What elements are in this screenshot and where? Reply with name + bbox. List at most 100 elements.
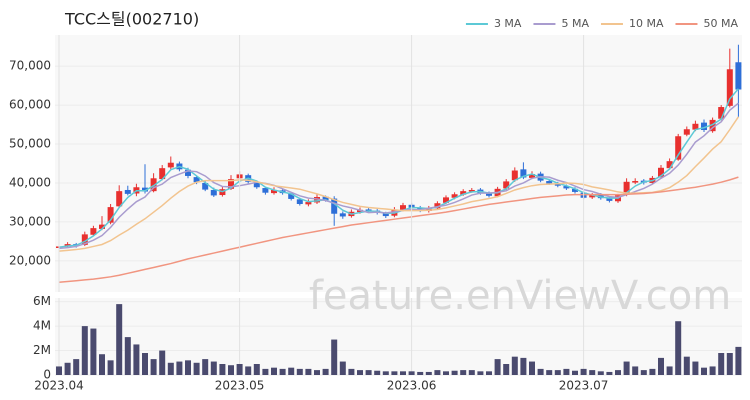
candle-body [451,194,458,198]
volume-bar [253,364,260,375]
y-tick-label: 0 [43,368,51,382]
volume-bar [623,361,630,375]
candle-body [288,193,295,199]
candle-body [305,202,312,205]
candle-body [124,189,131,194]
volume-bar [709,366,716,375]
volume-bar [271,367,277,375]
volume-bar [563,368,570,375]
volume-bar [142,353,148,375]
y-tick-label: 40,000 [9,175,51,189]
volume-bar [107,360,114,375]
candle-body [382,213,389,217]
volume-bar [597,371,604,375]
candle-body [520,169,527,178]
volume-bar [56,366,62,375]
x-tick-label: 2023.04 [34,379,84,393]
volume-bar [443,371,449,375]
y-tick-label: 30,000 [9,214,51,228]
volume-bar [503,364,510,375]
volume-bar [73,359,80,375]
volume-bar [193,362,200,375]
chart-title: TCC스틸(002710) [64,10,199,29]
volume-bar [64,362,71,375]
volume-bar [615,370,621,375]
candle-body [90,228,97,235]
candle-body [709,119,716,132]
volume-bar [133,344,140,375]
volume-bar [382,371,389,375]
watermark: feature.enViewV.com [309,273,731,319]
volume-bar [529,361,535,375]
candle-body [589,195,596,198]
candle-body [159,168,166,180]
volume-bar [468,370,475,375]
y-tick-label: 70,000 [9,59,51,73]
volume-bar [400,371,406,375]
volume-bar [640,370,647,375]
volume-bar [408,371,415,375]
volume-bar [150,359,157,375]
volume-bar [99,354,105,375]
candle-body [314,196,320,203]
candle-body [357,209,363,213]
volume-bar [331,339,338,375]
volume-bar [167,362,174,375]
y-tick-label: 4M [33,319,51,333]
candle-body [572,188,578,192]
legend-label: 10 MA [629,17,664,30]
candle-body [167,162,174,168]
candle-body [185,169,191,176]
candle-body [606,198,613,201]
candle-body [468,189,475,192]
volume-bar [159,350,166,375]
candle-body [253,182,260,188]
volume-bar [477,371,484,375]
ma-line [58,176,739,284]
volume-bar [124,337,131,375]
volume-bar [90,328,97,375]
candle-body [262,188,269,193]
volume-bar [236,364,243,375]
candle-body [210,189,217,196]
y-tick-label: 6M [33,294,51,308]
candle-body [64,244,71,247]
plot-area [55,35,742,292]
candle-body [296,199,303,204]
candle-body [683,129,690,135]
volume-bar [649,368,656,375]
candle-body [726,69,733,106]
candle-body [623,181,630,195]
candle-body [658,167,664,178]
candle-body [193,177,200,183]
volume-bar [675,321,682,375]
volume-bar [374,370,381,375]
volume-bar [511,356,518,375]
volume-bar [425,371,432,375]
candle-body [365,209,372,212]
candle-body [150,178,157,192]
volume-bar [434,370,441,375]
volume-bar [219,364,226,375]
x-tick-label: 2023.05 [215,379,265,393]
volume-bar [348,368,355,375]
volume-bar [735,346,742,375]
candle-body [632,181,639,183]
volume-bar [262,368,269,375]
candle-body [735,62,742,90]
volume-bar [692,361,699,375]
volume-bar [228,365,234,375]
volume-bar [554,370,561,375]
volume-bar [116,304,123,375]
y-tick-label: 50,000 [9,137,51,151]
volume-bar [683,356,690,375]
volume-bar [486,371,492,375]
candle-body [443,197,449,203]
candle-body [546,181,553,184]
volume-bar [288,367,295,375]
candle-body [142,187,148,192]
volume-bar [202,359,209,375]
volume-bar [520,357,527,375]
candle-body [425,207,432,212]
candle-body [434,203,441,209]
